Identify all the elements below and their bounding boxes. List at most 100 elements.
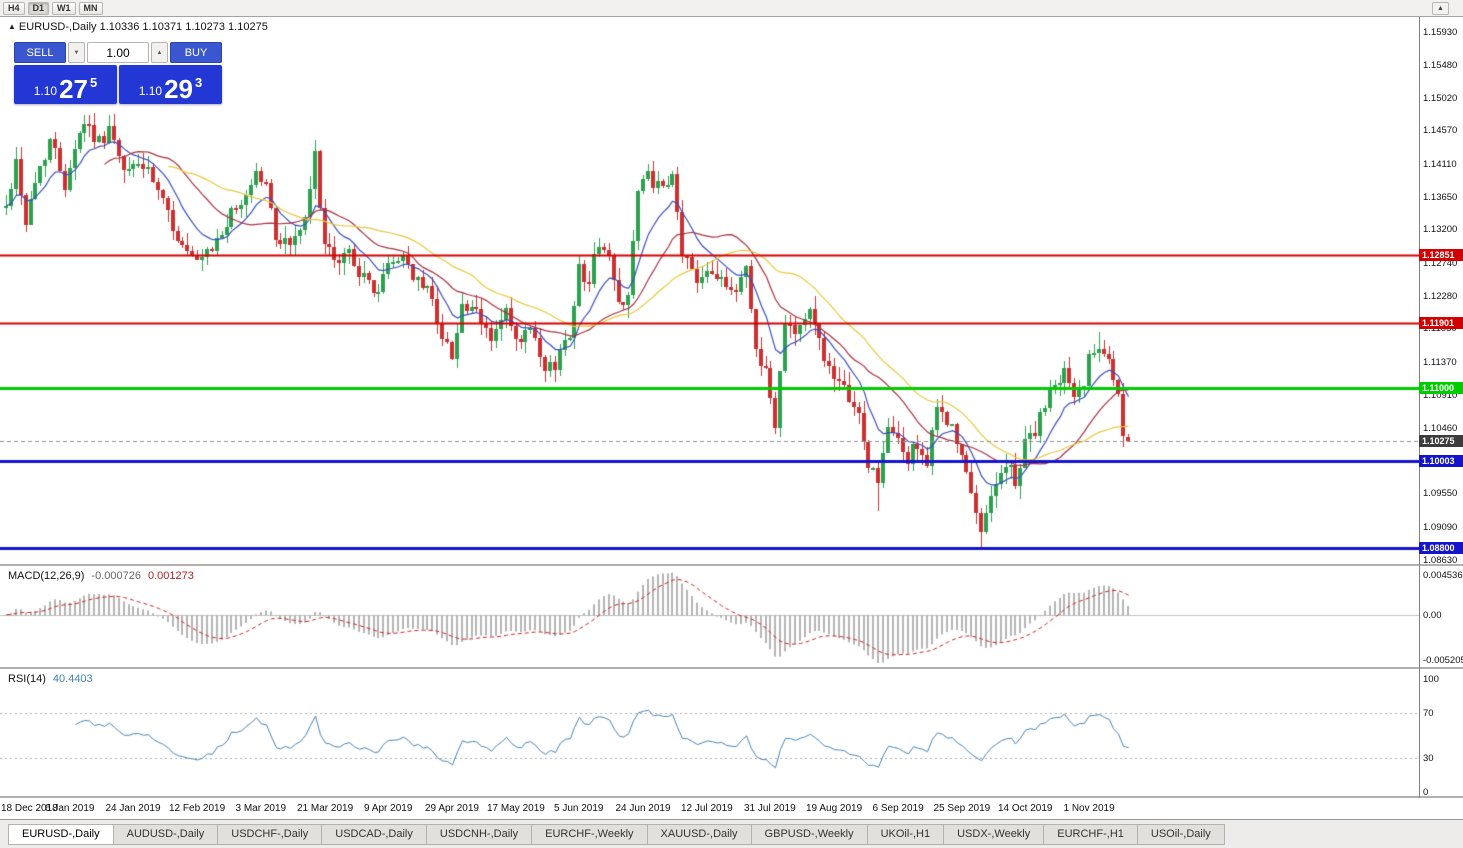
time-axis-label: 18 Dec 2018: [1, 803, 58, 814]
chart-tab[interactable]: USDCNH-,Daily: [426, 824, 533, 845]
one-click-trading-panel: SELL ▼ ▲ BUY 1.10 27 5 1.10 29 3: [14, 42, 222, 104]
sell-price-main: 27: [59, 74, 89, 104]
rsi-label: RSI(14) 40.4403: [8, 673, 93, 685]
time-axis-label: 3 Mar 2019: [235, 803, 287, 814]
chart-tab[interactable]: USDCAD-,Daily: [322, 824, 427, 845]
time-axis-label: 17 May 2019: [487, 803, 545, 814]
level-price-tag[interactable]: 1.11901: [1419, 317, 1463, 329]
current-price-tag: 1.10275: [1419, 435, 1463, 447]
macd-axis-tick: -0.005205: [1423, 655, 1463, 666]
panel-divider[interactable]: [0, 564, 1463, 566]
price-axis-tick: 1.14110: [1423, 159, 1457, 170]
price-axis-tick: 1.09550: [1423, 488, 1458, 499]
macd-main-value: -0.000726: [91, 570, 141, 582]
up-triangle-icon: ▲: [8, 22, 16, 31]
time-axis[interactable]: 18 Dec 2018 6 Jan 2019 24 Jan 2019 12 Feb 2…: [0, 798, 1463, 819]
level-price-tag[interactable]: 1.12851: [1419, 249, 1463, 261]
price-axis-tick: 1.14570: [1423, 125, 1458, 136]
timeframe-button-d1[interactable]: D1: [27, 1, 50, 15]
time-axis-label: 29 Apr 2019: [425, 803, 479, 814]
macd-canvas[interactable]: [0, 566, 1419, 667]
volume-input[interactable]: [87, 42, 149, 63]
time-axis-label: 24 Jun 2019: [615, 803, 671, 814]
price-axis-tick: 1.10910: [1423, 390, 1458, 401]
rsi-name: RSI(14): [8, 673, 46, 685]
price-axis-tick: 1.09090: [1423, 522, 1458, 533]
price-axis-tick: 1.15020: [1423, 93, 1458, 104]
price-axis-separator: [1419, 17, 1420, 798]
price-axis-tick: 1.13200: [1423, 224, 1458, 235]
macd-axis-tick: 0.004536: [1423, 570, 1463, 581]
chart-tab[interactable]: AUDUSD-,Daily: [113, 824, 219, 845]
volume-decrease-button[interactable]: ▼: [68, 42, 85, 63]
macd-label: MACD(12,26,9) -0.000726 0.001273: [8, 570, 194, 582]
rsi-axis-tick: 30: [1423, 753, 1434, 764]
price-axis-tick: 1.13650: [1423, 192, 1458, 203]
tab-bar: EURUSD-,Daily AUDUSD-,Daily USDCHF-,Daily U…: [0, 819, 1463, 848]
buy-button[interactable]: BUY: [170, 42, 222, 63]
buy-price-sup: 3: [195, 75, 203, 90]
chart-title: ▲ EURUSD-,Daily 1.10336 1.10371 1.10273 1…: [8, 21, 268, 33]
chart-tab[interactable]: UKOil-,H1: [867, 824, 945, 845]
volume-increase-button[interactable]: ▲: [151, 42, 168, 63]
sell-price-sup: 5: [90, 75, 98, 90]
time-axis-label: 31 Jul 2019: [744, 803, 796, 814]
time-axis-label: 6 Sep 2019: [872, 803, 924, 814]
price-axis-tick: 1.12740: [1423, 258, 1458, 269]
time-axis-label: 6 Jan 2019: [45, 803, 95, 814]
price-axis: 1.15930 1.15480 1.15020 1.14570 1.14110 1.136…: [1419, 0, 1463, 798]
chart-scroll-up-button[interactable]: ▲: [1432, 2, 1449, 15]
rsi-axis-tick: 70: [1423, 708, 1434, 719]
level-price-tag[interactable]: 1.08800: [1419, 542, 1463, 554]
toolbar: H4 D1 W1 MN ▲: [0, 0, 1463, 17]
timeframe-button-mn[interactable]: MN: [78, 1, 103, 15]
timeframe-group: H4 D1 W1 MN: [3, 1, 103, 15]
time-axis-label: 9 Apr 2019: [364, 803, 413, 814]
sell-price-prefix: 1.10: [33, 84, 58, 98]
time-axis-label: 25 Sep 2019: [933, 803, 991, 814]
price-axis-tick: 1.08630: [1423, 555, 1458, 566]
chart-tab[interactable]: XAUUSD-,Daily: [647, 824, 752, 845]
time-axis-label: 21 Mar 2019: [297, 803, 354, 814]
price-axis-tick: 1.12280: [1423, 291, 1458, 302]
up-arrow-icon: ▲: [1437, 4, 1444, 12]
main-chart-canvas[interactable]: [0, 17, 1419, 564]
down-arrow-icon: ▼: [73, 49, 80, 56]
sell-price-tile[interactable]: 1.10 27 5: [14, 65, 117, 104]
time-axis-label: 12 Feb 2019: [169, 803, 226, 814]
chart-tab[interactable]: GBPUSD-,Weekly: [751, 824, 868, 845]
time-axis-label: 24 Jan 2019: [105, 803, 161, 814]
chart-tab[interactable]: USDX-,Weekly: [944, 824, 1045, 845]
macd-name: MACD(12,26,9): [8, 570, 85, 582]
rsi-value: 40.4403: [52, 673, 93, 685]
time-axis-label: 19 Aug 2019: [806, 803, 863, 814]
buy-price-main: 29: [164, 74, 194, 104]
sell-button[interactable]: SELL: [14, 42, 66, 63]
chart-tab[interactable]: EURCHF-,H1: [1044, 824, 1138, 845]
panel-divider[interactable]: [0, 667, 1463, 669]
chart-tab[interactable]: USDCHF-,Daily: [218, 824, 323, 845]
chart-ohlc-readout: EURUSD-,Daily 1.10336 1.10371 1.10273 1.…: [18, 21, 268, 33]
timeframe-button-w1[interactable]: W1: [52, 1, 76, 15]
time-axis-label: 1 Nov 2019: [1063, 803, 1115, 814]
level-price-tag[interactable]: 1.11000: [1419, 382, 1463, 394]
price-axis-tick: 1.15480: [1423, 60, 1458, 71]
time-axis-label: 14 Oct 2019: [998, 803, 1053, 814]
macd-axis-tick: 0.00: [1423, 610, 1442, 621]
chart-tab[interactable]: EURCHF-,Weekly: [532, 824, 648, 845]
rsi-axis-tick: 100: [1423, 674, 1439, 685]
chart-tab[interactable]: USOil-,Daily: [1137, 824, 1225, 845]
buy-price-tile[interactable]: 1.10 29 3: [119, 65, 222, 104]
panel-divider: [0, 796, 1463, 798]
rsi-axis-tick: 0: [1423, 787, 1429, 798]
buy-price-prefix: 1.10: [138, 84, 163, 98]
macd-signal-value: 0.001273: [147, 570, 194, 582]
price-axis-tick: 1.15930: [1423, 27, 1458, 38]
chart-tab[interactable]: EURUSD-,Daily: [8, 824, 114, 845]
timeframe-button-h4[interactable]: H4: [3, 1, 25, 15]
level-price-tag[interactable]: 1.10003: [1419, 455, 1463, 467]
rsi-canvas[interactable]: [0, 669, 1419, 796]
time-axis-label: 12 Jul 2019: [681, 803, 733, 814]
price-axis-tick: 1.11370: [1423, 357, 1457, 368]
price-axis-tick: 1.10460: [1423, 423, 1458, 434]
